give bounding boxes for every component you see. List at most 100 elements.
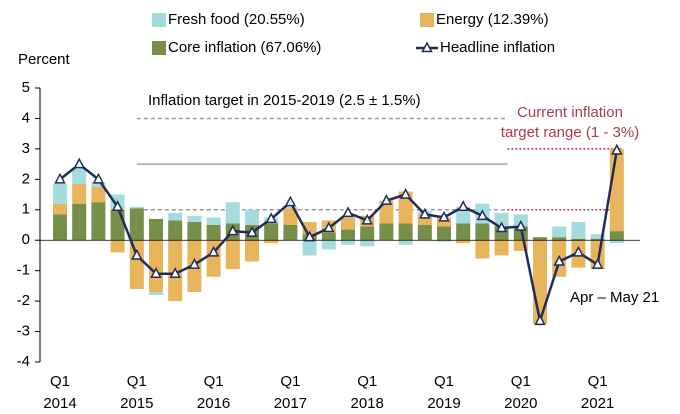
legend-label: Headline inflation bbox=[440, 39, 555, 56]
headline-marker bbox=[515, 219, 527, 231]
headline-marker bbox=[227, 224, 239, 236]
current-label: Current inflation target range (1 - 3%) bbox=[501, 104, 639, 141]
bar-segment bbox=[168, 220, 183, 241]
x-tick-label: Q1 2018 bbox=[351, 373, 384, 412]
headline-marker bbox=[380, 194, 393, 205]
bar-segment bbox=[53, 214, 67, 241]
bar-segment bbox=[110, 209, 125, 241]
headline-marker bbox=[284, 195, 297, 207]
bar-segment bbox=[72, 168, 87, 184]
bar-segment bbox=[341, 217, 355, 230]
x-tick-label: Q1 2017 bbox=[274, 373, 307, 412]
bar-segment bbox=[168, 212, 183, 221]
bar-segment bbox=[533, 240, 547, 324]
bar-segment bbox=[494, 212, 509, 227]
bar-segment bbox=[417, 214, 432, 225]
headline-marker bbox=[207, 245, 220, 257]
bar-segment bbox=[609, 148, 624, 232]
legend-marker bbox=[421, 41, 433, 53]
bar-segment bbox=[437, 226, 451, 241]
bar-segment bbox=[552, 237, 567, 241]
headline-marker bbox=[323, 221, 335, 233]
bar-segment bbox=[149, 240, 163, 292]
bar-segment bbox=[225, 202, 240, 224]
bar-segment bbox=[456, 240, 471, 244]
bar-segment bbox=[72, 203, 87, 241]
x-tick-label: Q1 2015 bbox=[120, 373, 153, 412]
headline-marker bbox=[611, 143, 623, 155]
y-tick-label: 3 bbox=[22, 140, 30, 157]
x-tick-label: Q1 2021 bbox=[581, 373, 614, 412]
bar-segment bbox=[590, 234, 605, 239]
y-tick-label: -2 bbox=[17, 292, 30, 309]
legend-swatch bbox=[420, 13, 434, 27]
headline-marker bbox=[92, 172, 105, 184]
bar-segment bbox=[341, 229, 355, 241]
bar-segment bbox=[513, 240, 528, 251]
y-tick-label: -1 bbox=[17, 262, 30, 279]
headline-marker bbox=[361, 213, 373, 225]
headline-line bbox=[59, 150, 619, 326]
x-tick-label: Q1 2020 bbox=[504, 373, 537, 412]
bar-segment bbox=[437, 240, 451, 242]
headline-marker bbox=[419, 207, 431, 219]
headline-marker bbox=[399, 187, 412, 199]
bar-segment bbox=[206, 225, 221, 241]
target-label: Inflation target in 2015-2019 (2.5 ± 1.5… bbox=[148, 92, 421, 109]
bar-segment bbox=[417, 225, 432, 241]
bar-segment bbox=[53, 183, 67, 204]
bar-segment bbox=[360, 226, 375, 241]
bar-segment bbox=[302, 240, 317, 256]
bar-segment bbox=[129, 240, 144, 289]
bar-segment bbox=[149, 291, 163, 296]
headline-marker bbox=[188, 257, 201, 269]
bar-segment bbox=[398, 240, 413, 245]
y-tick-label: 4 bbox=[22, 109, 30, 126]
bar-segment bbox=[187, 221, 202, 241]
y-tick-label: -3 bbox=[17, 323, 30, 340]
headline-marker bbox=[534, 314, 546, 326]
bar-segment bbox=[91, 182, 106, 187]
bar-segment bbox=[552, 226, 567, 238]
x-tick-label: Q1 2019 bbox=[427, 373, 460, 412]
headline-marker bbox=[150, 267, 162, 278]
y-tick-label: 5 bbox=[22, 79, 30, 96]
bar-segment bbox=[283, 206, 298, 209]
headline-marker bbox=[495, 221, 508, 233]
bar-segment bbox=[283, 208, 298, 225]
headline-marker bbox=[111, 200, 124, 211]
headline-marker bbox=[591, 257, 604, 269]
bar-segment bbox=[206, 217, 221, 225]
bar-segment bbox=[91, 186, 106, 203]
legend-label: Fresh food (20.55%) bbox=[168, 11, 305, 28]
y-tick-label: -4 bbox=[17, 353, 30, 370]
bar-segment bbox=[283, 225, 298, 241]
bar-segment bbox=[341, 240, 355, 245]
bar-segment bbox=[379, 200, 394, 224]
bar-segment bbox=[398, 223, 413, 241]
bar-segment bbox=[245, 209, 259, 225]
legend-label: Energy (12.39%) bbox=[436, 11, 549, 28]
headline-marker bbox=[246, 226, 258, 237]
bar-segment bbox=[72, 183, 87, 204]
headline-marker bbox=[131, 248, 143, 260]
y-tick-label: 2 bbox=[22, 170, 30, 187]
y-tick-label: 0 bbox=[22, 231, 30, 248]
x-tick-label: Q1 2016 bbox=[197, 373, 230, 412]
headline-marker bbox=[572, 245, 585, 257]
legend-swatch bbox=[152, 41, 166, 55]
bar-segment bbox=[609, 240, 624, 244]
headline-marker bbox=[342, 206, 354, 218]
bar-segment bbox=[571, 238, 586, 241]
x-tick-label: Q1 2014 bbox=[43, 373, 76, 412]
headline-marker bbox=[54, 172, 66, 184]
bar-segment bbox=[609, 231, 624, 241]
bar-segment bbox=[264, 240, 279, 244]
y-axis-label: Percent bbox=[18, 51, 71, 68]
bar-segment bbox=[264, 223, 279, 241]
bar-segment bbox=[475, 223, 490, 241]
bar-segment bbox=[475, 240, 490, 259]
bar-segment bbox=[245, 240, 259, 262]
bar-segment bbox=[91, 202, 106, 241]
bar-segment bbox=[321, 240, 336, 250]
